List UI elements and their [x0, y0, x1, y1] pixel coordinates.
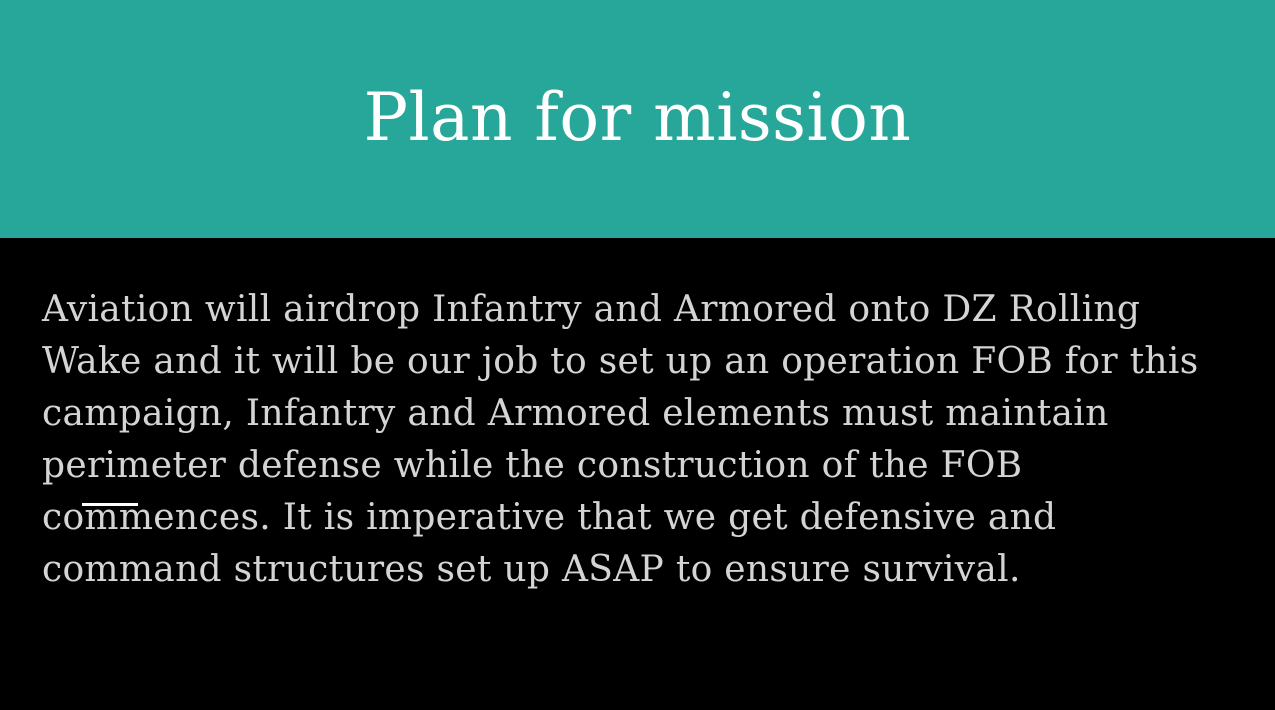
title-band: Plan for mission — [0, 0, 1275, 238]
text-cursor-mark — [82, 503, 138, 506]
slide-body-text: Aviation will airdrop Infantry and Armor… — [42, 289, 1199, 590]
slide-title: Plan for mission — [363, 78, 912, 156]
